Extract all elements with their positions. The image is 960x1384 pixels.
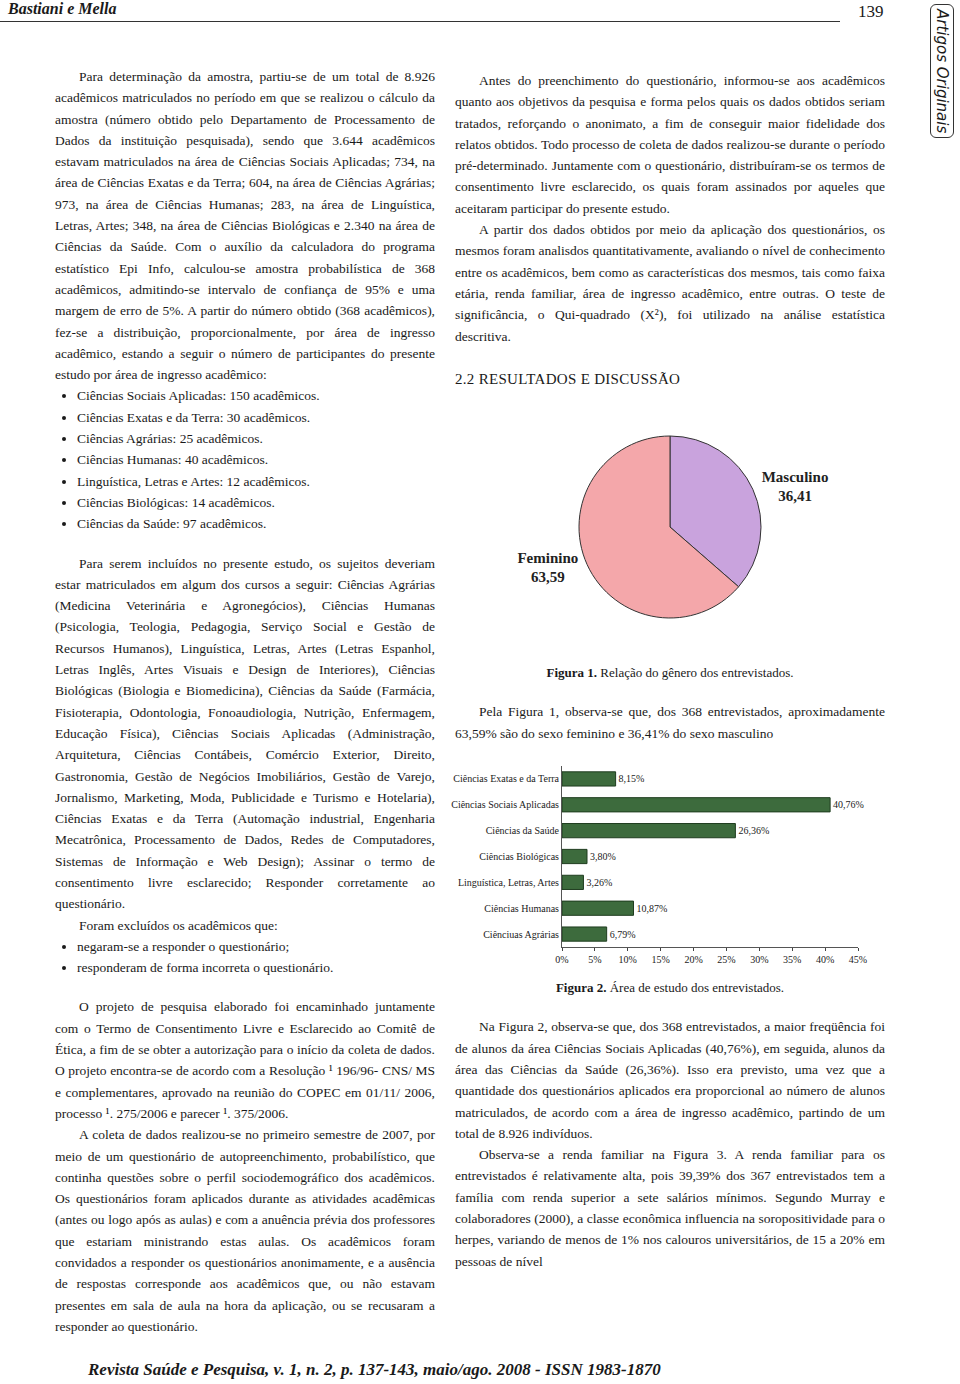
html-text:negaram-se a responder o quest: negaram-se a responder o questionário; [77, 938, 290, 954]
svg-text:10%: 10% [619, 954, 637, 965]
svg-text:Masculino36,41: Masculino36,41 [762, 469, 829, 505]
html-text:Ciências Agrárias: 25 acadêmic: Ciências Agrárias: 25 acadêmicos. [77, 431, 263, 446]
html-text:2.2 RESULTADOS E DISCUSSÃO: 2.2 RESULTADOS E DISCUSSÃO [455, 370, 681, 387]
html-text:Para serem incluídos no presen: Para serem incluídos no presente estudo,… [55, 555, 435, 912]
html-text:Artigos Originais: Artigos Originais [933, 9, 951, 134]
svg-text:Linguística, Letras, Artes: Linguística, Letras, Artes [458, 877, 559, 888]
svg-text:5%: 5% [588, 954, 601, 965]
svg-text:Ciênciuas Agrárias: Ciênciuas Agrárias [483, 929, 559, 940]
html-text:Ciências Sociais Aplicadas: 15: Ciências Sociais Aplicadas: 150 acadêmic… [77, 388, 320, 404]
html-text:Ciências da Saúde: 97 acadêmic: Ciências da Saúde: 97 acadêmicos. [77, 516, 267, 532]
html-text:A partir dos dados obtidos por: A partir dos dados obtidos por meio da a… [455, 222, 885, 344]
html-text:Revista Saúde e Pesquisa, v. 1: Revista Saúde e Pesquisa, v. 1, n. 2, p.… [88, 1360, 661, 1379]
html-text:Figura 2. Área de estudo dos e: Figura 2. Área de estudo dos entrevistad… [555, 980, 785, 995]
svg-text:45%: 45% [849, 954, 867, 965]
svg-text:40,76%: 40,76% [833, 799, 864, 810]
html-text:Linguística, Letras e Artes: 1: Linguística, Letras e Artes: 12 acadêmic… [77, 473, 310, 489]
svg-text:Ciências da Saúde: Ciências da Saúde [486, 825, 560, 836]
html-text:Foram excluídos os acadêmicos: Foram excluídos os acadêmicos que: [79, 917, 278, 933]
svg-text:20%: 20% [684, 954, 702, 965]
html-text:Observa-se a renda familiar na: Observa-se a renda familiar na Figura 3.… [455, 1147, 885, 1269]
svg-text:26,36%: 26,36% [738, 825, 769, 836]
html-text:responderam de forma incorreta: responderam de forma incorreta o questio… [77, 960, 334, 976]
html-text:139: 139 [858, 2, 884, 21]
svg-text:40%: 40% [816, 954, 834, 965]
svg-text:8,15%: 8,15% [619, 773, 645, 784]
svg-text:3,26%: 3,26% [586, 877, 612, 888]
html-text:A coleta de dados realizou-se: A coleta de dados realizou-se no primeir… [55, 1127, 435, 1334]
html-text:Ciências Exatas e da Terra: 30: Ciências Exatas e da Terra: 30 acadêmico… [77, 409, 311, 425]
html-text:O projeto de pesquisa elaborad: O projeto de pesquisa elaborado foi enca… [55, 999, 435, 1121]
svg-text:25%: 25% [717, 954, 735, 965]
svg-text:6,79%: 6,79% [610, 929, 636, 940]
svg-text:3,80%: 3,80% [590, 851, 616, 862]
html-text:Antes do preenchimento do ques: Antes do preenchimento do questionário, … [455, 73, 885, 216]
html-text:Bastiani e Mella: Bastiani e Mella [8, 0, 117, 17]
svg-text:10,87%: 10,87% [637, 903, 668, 914]
svg-text:35%: 35% [783, 954, 801, 965]
html-text:Ciências Humanas: 40 acadêmico: Ciências Humanas: 40 acadêmicos. [77, 452, 269, 468]
html-text:Figura 1. Relação do gênero do: Figura 1. Relação do gênero dos entrevis… [546, 665, 794, 681]
svg-text:0%: 0% [555, 954, 568, 965]
svg-text:Feminino63,59: Feminino63,59 [517, 550, 578, 586]
svg-text:Ciências Biológicas: Ciências Biológicas [479, 851, 559, 862]
svg-text:Ciências Sociais Aplicadas: Ciências Sociais Aplicadas [451, 799, 559, 810]
svg-text:Ciências Exatas e da Terra: Ciências Exatas e da Terra [453, 773, 559, 784]
svg-text:30%: 30% [750, 954, 768, 965]
html-text:Pela Figura 1, observa-se que,: Pela Figura 1, observa-se que, dos 368 e… [455, 704, 885, 741]
html-text:Ciências Biológicas: 14 acadêm: Ciências Biológicas: 14 acadêmicos. [77, 494, 275, 510]
html-text:Na Figura 2, observa-se que, d: Na Figura 2, observa-se que, dos 368 ent… [455, 1019, 885, 1141]
html-text:Para determinação da amostra,: Para determinação da amostra, partiu-se … [55, 69, 435, 383]
svg-text:15%: 15% [651, 954, 669, 965]
svg-text:Ciências Humanas: Ciências Humanas [484, 903, 559, 914]
